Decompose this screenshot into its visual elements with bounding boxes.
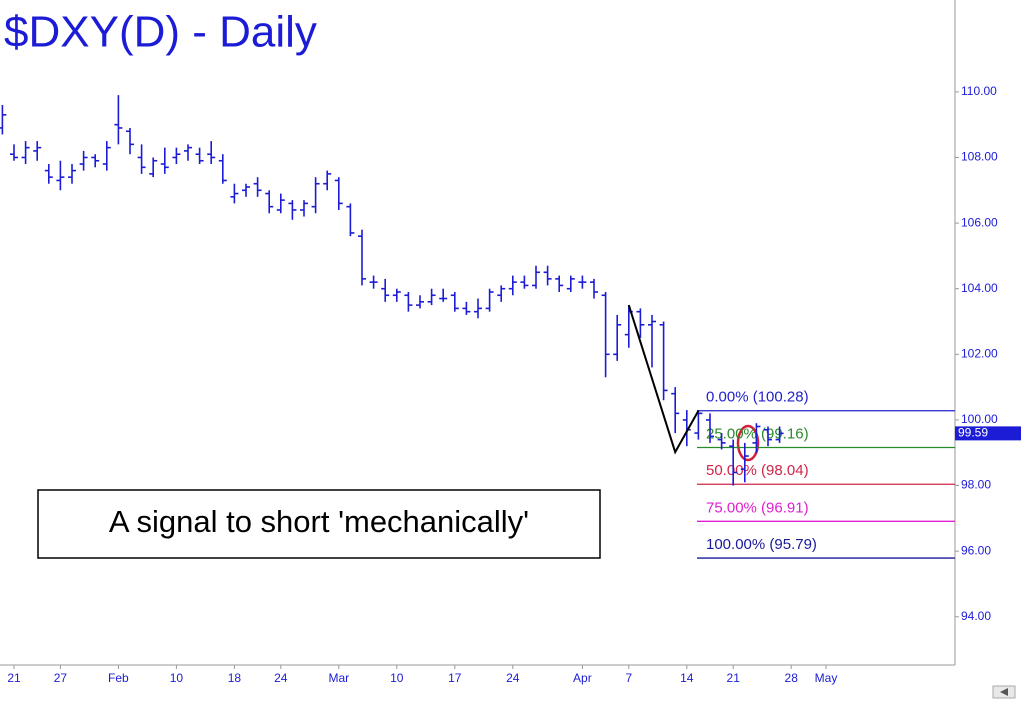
y-tick-label: 100.00	[961, 412, 998, 426]
y-tick-label: 102.00	[961, 346, 998, 360]
pattern-line	[627, 304, 700, 455]
fib-label: 75.00% (96.91)	[706, 499, 809, 516]
y-tick-label: 106.00	[961, 215, 998, 229]
x-tick-label: 24	[506, 671, 520, 685]
y-tick-label: 104.00	[961, 281, 998, 295]
x-tick-label: Apr	[573, 671, 592, 685]
x-tick-label: 18	[228, 671, 242, 685]
y-tick-label: 96.00	[961, 543, 991, 557]
last-price-label: 99.59	[958, 426, 988, 440]
fib-label: 0.00% (100.28)	[706, 389, 809, 406]
y-tick-label: 110.00	[961, 84, 997, 98]
x-tick-label: 21	[727, 671, 741, 685]
x-tick-label: 27	[54, 671, 68, 685]
chart-title: $DXY(D) - Daily	[4, 8, 317, 57]
x-tick-label: 14	[680, 671, 694, 685]
last-price-tag	[955, 426, 1021, 441]
y-tick-label: 108.00	[961, 150, 998, 164]
fib-label: 25.00% (99.16)	[706, 425, 809, 442]
annotation-box	[37, 489, 601, 559]
fib-label: 100.00% (95.79)	[706, 536, 817, 553]
x-tick-label: 10	[390, 671, 404, 685]
x-tick-label: 21	[7, 671, 21, 685]
x-tick-label: Feb	[108, 671, 129, 685]
x-tick-label: May	[815, 671, 838, 685]
y-tick-label: 98.00	[961, 478, 991, 492]
x-tick-label: 24	[274, 671, 288, 685]
annotation: A signal to short 'mechanically'	[109, 504, 529, 539]
x-tick-label: 7	[625, 671, 632, 685]
x-tick-label: 17	[448, 671, 462, 685]
x-tick-label: 28	[785, 671, 799, 685]
x-tick-label: 10	[170, 671, 184, 685]
scroll-arrow	[1000, 688, 1008, 696]
signal-circle	[736, 424, 760, 462]
fib-label: 50.00% (98.04)	[706, 462, 809, 479]
x-tick-label: Mar	[328, 671, 349, 685]
y-tick-label: 94.00	[961, 609, 991, 623]
